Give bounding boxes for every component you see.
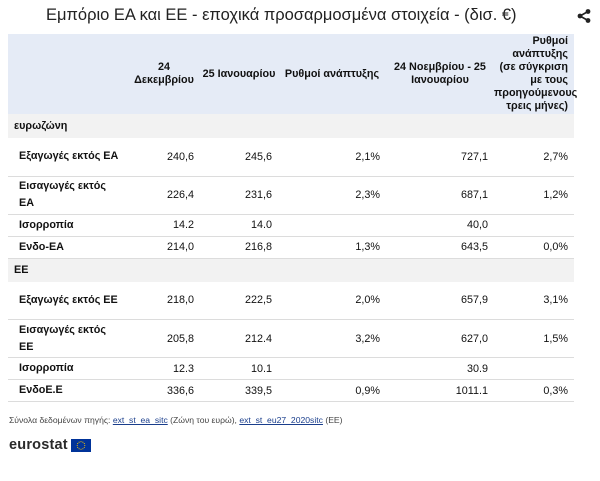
table-row: Εισαγωγές εκτός ΕΑ 226,4 231,6 2,3% 687,… bbox=[8, 176, 574, 215]
eu-flag-star bbox=[83, 442, 85, 444]
cell bbox=[494, 357, 574, 380]
cell: 336,6 bbox=[128, 379, 200, 402]
cell: 2,3% bbox=[278, 176, 386, 215]
eu-flag-star bbox=[80, 440, 82, 442]
cell: 214,0 bbox=[128, 236, 200, 259]
cell: 212.4 bbox=[200, 319, 278, 358]
logo-text: eurostat bbox=[9, 437, 68, 453]
cell: 0,3% bbox=[494, 379, 574, 402]
cell: 0,0% bbox=[494, 236, 574, 259]
source-note: Σύνολα δεδομένων πηγής: ext_st_ea_sitc (… bbox=[9, 415, 343, 425]
cell: 0,9% bbox=[278, 379, 386, 402]
source-prefix: Σύνολα δεδομένων πηγής: bbox=[9, 415, 113, 425]
share-icon[interactable] bbox=[576, 8, 592, 24]
header-bar: Εμπόριο ΕΑ και ΕΕ - εποχικά προσαρμοσμέν… bbox=[0, 0, 600, 30]
header-cell-nov-jan: 24 Νοεμβρίου - 25 Ιανουαρίου bbox=[386, 34, 494, 114]
cell: 2,7% bbox=[494, 138, 574, 177]
source-middle: (Ζώνη του ευρώ), bbox=[167, 415, 240, 425]
cell: 2,1% bbox=[278, 138, 386, 177]
cell: 14.2 bbox=[128, 214, 200, 237]
source-link-eu[interactable]: ext_st_eu27_2020sitc bbox=[239, 415, 323, 425]
eu-flag-star bbox=[84, 444, 86, 446]
row-label: Ισορροπία bbox=[8, 214, 128, 237]
table-row: Εισαγωγές εκτός ΕΕ 205,8 212.4 3,2% 627,… bbox=[8, 319, 574, 358]
page-title: Εμπόριο ΕΑ και ΕΕ - εποχικά προσαρμοσμέν… bbox=[46, 6, 517, 24]
row-label: Εισαγωγές εκτός ΕΑ bbox=[8, 176, 128, 215]
group-row-euro-area: ευρωζώνη bbox=[8, 114, 574, 138]
table-row: Ισορροπία 14.2 14.0 40,0 bbox=[8, 214, 574, 237]
cell: 231,6 bbox=[200, 176, 278, 215]
source-suffix: (ΕΕ) bbox=[322, 415, 343, 425]
row-label: ΕνδοΕ.Ε bbox=[8, 379, 128, 402]
eu-flag-star bbox=[78, 441, 80, 443]
cell: 40,0 bbox=[386, 214, 494, 237]
eu-flag-star bbox=[76, 444, 78, 446]
cell: 240,6 bbox=[128, 138, 200, 177]
cell: 1,2% bbox=[494, 176, 574, 215]
table-row: Εξαγωγές εκτός ΕΕ 218,0 222,5 2,0% 657,9… bbox=[8, 281, 574, 320]
header-cell-jan25: 25 Ιανουαρίου bbox=[200, 34, 278, 114]
row-label: Ενδο-ΕΑ bbox=[8, 236, 128, 259]
cell: 627,0 bbox=[386, 319, 494, 358]
group-label: ευρωζώνη bbox=[8, 114, 574, 138]
cell: 1,5% bbox=[494, 319, 574, 358]
cell: 245,6 bbox=[200, 138, 278, 177]
table-header-row: 24 Δεκεμβρίου 25 Ιανουαρίου Ρυθμοί ανάπτ… bbox=[8, 34, 578, 114]
trade-table: 24 Δεκεμβρίου 25 Ιανουαρίου Ρυθμοί ανάπτ… bbox=[8, 34, 578, 402]
cell: 657,9 bbox=[386, 281, 494, 320]
table-row: Ενδο-ΕΑ 214,0 216,8 1,3% 643,5 0,0% bbox=[8, 236, 574, 259]
group-row-eu: ΕΕ bbox=[8, 258, 574, 282]
eu-flag-star bbox=[83, 446, 85, 448]
cell: 1011.1 bbox=[386, 379, 494, 402]
group-label: ΕΕ bbox=[8, 258, 574, 282]
cell bbox=[278, 214, 386, 237]
cell: 727,1 bbox=[386, 138, 494, 177]
table-row: ΕνδοΕ.Ε 336,6 339,5 0,9% 1011.1 0,3% bbox=[8, 379, 574, 402]
table-row: Εξαγωγές εκτός ΕΑ 240,6 245,6 2,1% 727,1… bbox=[8, 138, 574, 177]
eu-flag-star bbox=[82, 447, 84, 449]
row-label: Εισαγωγές εκτός ΕΕ bbox=[8, 319, 128, 358]
cell: 10.1 bbox=[200, 357, 278, 380]
cell: 339,5 bbox=[200, 379, 278, 402]
header-cell-growth: Ρυθμοί ανάπτυξης bbox=[278, 34, 386, 114]
eu-flag-star bbox=[82, 441, 84, 443]
cell: 218,0 bbox=[128, 281, 200, 320]
table-row: Ισορροπία 12.3 10.1 30.9 bbox=[8, 357, 574, 380]
row-label: Εξαγωγές εκτός ΕΕ bbox=[8, 281, 128, 320]
row-label: Ισορροπία bbox=[8, 357, 128, 380]
cell: 12.3 bbox=[128, 357, 200, 380]
header-cell-dec24: 24 Δεκεμβρίου bbox=[128, 34, 200, 114]
cell: 3,2% bbox=[278, 319, 386, 358]
header-cell-label bbox=[8, 34, 128, 114]
cell: 205,8 bbox=[128, 319, 200, 358]
cell: 2,0% bbox=[278, 281, 386, 320]
eu-flag-icon bbox=[70, 438, 91, 452]
eu-flag-star bbox=[76, 442, 79, 444]
cell bbox=[494, 214, 574, 237]
cell: 30.9 bbox=[386, 357, 494, 380]
cell bbox=[278, 357, 386, 380]
cell: 1,3% bbox=[278, 236, 386, 259]
cell: 222,5 bbox=[200, 281, 278, 320]
cell: 643,5 bbox=[386, 236, 494, 259]
eu-flag-star bbox=[76, 446, 79, 448]
eu-flag-star bbox=[78, 447, 80, 449]
source-link-ea[interactable]: ext_st_ea_sitc bbox=[112, 415, 168, 425]
header-cell-growth-3m: Ρυθμοί ανάπτυξης (σε σύγκριση με τους πρ… bbox=[494, 34, 578, 114]
cell: 687,1 bbox=[386, 176, 494, 215]
eurostat-logo: eurostat bbox=[9, 436, 91, 454]
eu-flag-star bbox=[80, 448, 82, 450]
cell: 216,8 bbox=[200, 236, 278, 259]
cell: 14.0 bbox=[200, 214, 278, 237]
cell: 3,1% bbox=[494, 281, 574, 320]
cell: 226,4 bbox=[128, 176, 200, 215]
row-label: Εξαγωγές εκτός ΕΑ bbox=[8, 138, 128, 177]
